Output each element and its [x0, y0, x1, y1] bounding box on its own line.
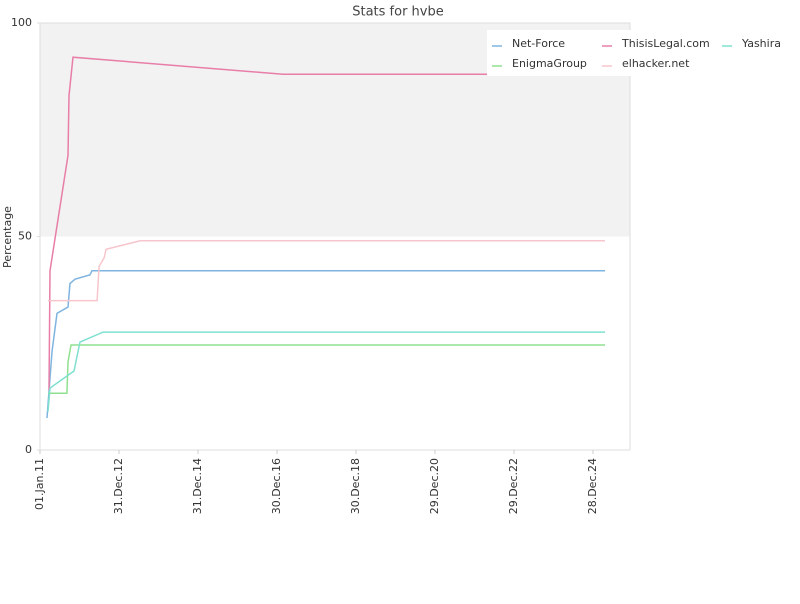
series-line [47, 331, 605, 412]
legend-label: ThisisLegal.com [621, 37, 710, 50]
x-tick-label: 29.Dec.22 [507, 458, 520, 514]
x-tick-label: 31.Dec.14 [191, 458, 204, 514]
legend-label: Yashira [741, 37, 781, 50]
y-axis-label: Percentage [1, 206, 14, 268]
y-tick-label: 0 [25, 443, 32, 456]
legend-label: EnigmaGroup [512, 57, 587, 70]
series-line [48, 344, 605, 394]
legend-label: elhacker.net [622, 57, 690, 70]
series-line [46, 269, 605, 419]
series-line [48, 240, 605, 302]
x-tick-label: 30.Dec.16 [270, 458, 283, 514]
series-line [48, 56, 605, 391]
x-tick-label: 29.Dec.20 [428, 458, 441, 514]
x-tick-label: 31.Dec.12 [112, 458, 125, 514]
y-tick-label: 100 [11, 16, 32, 29]
y-tick-label: 50 [18, 230, 32, 243]
x-tick-label: 30.Dec.18 [349, 458, 362, 514]
x-tick-label: 01.Jan.11 [33, 458, 46, 510]
legend-box [487, 30, 787, 76]
x-tick-label: 28.Dec.24 [586, 458, 599, 514]
legend-label: Net-Force [512, 37, 565, 50]
chart-title: Stats for hvbe [352, 5, 444, 20]
